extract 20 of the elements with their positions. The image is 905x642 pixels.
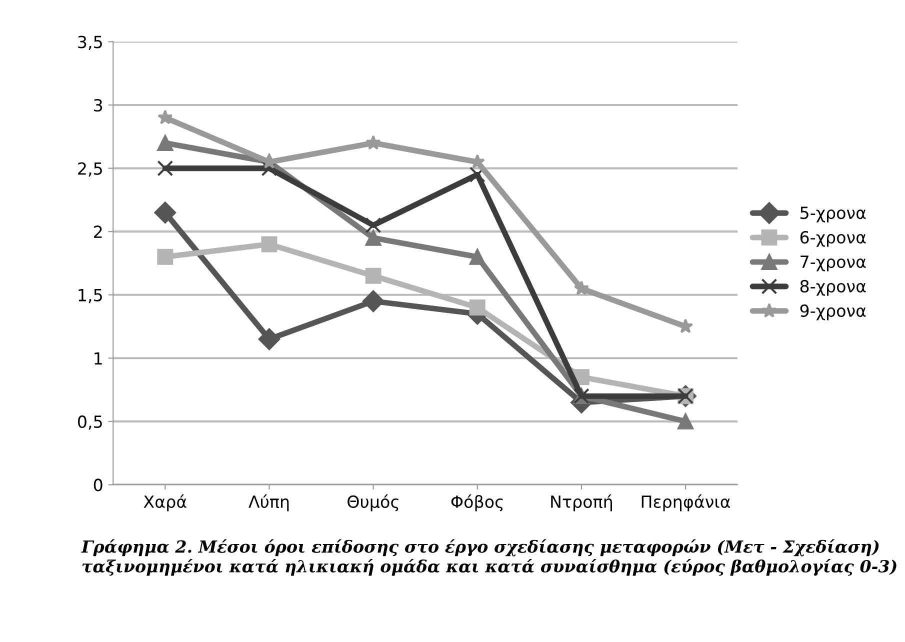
- y-tick-label: 0: [94, 478, 102, 492]
- y-tick-label: 3,5: [78, 36, 102, 50]
- x-tick-label: Χαρά: [144, 494, 186, 512]
- legend-label: 5-χρονα: [800, 206, 866, 222]
- y-tick-label: 3: [94, 98, 102, 112]
- x-tick-label: Φόβος: [451, 494, 503, 512]
- x-tick-label: Περηφάνια: [642, 494, 730, 512]
- y-tick-label: 1,5: [78, 289, 102, 304]
- legend-label: 9-χρονα: [800, 304, 866, 320]
- text: Γράφημα 2. Μέσοι όροι επίδοσης στο έργο σχεδίασης μεταφορών (Μετ - Σχεδίαση) ταξινομημένοι κατά ηλικιακή ομάδα και κατά συναίσθημα (εύρος βαθμολογίας 0-3): [81, 539, 896, 576]
- y-tick-label: 2: [94, 226, 102, 238]
- x-tick-label: Ντροπή: [551, 494, 612, 512]
- y-tick-label: 2,5: [78, 162, 102, 177]
- x-tick-label: Θυμός: [348, 494, 398, 512]
- y-tick-label: 1: [94, 352, 102, 364]
- legend-label: 7-χρονα: [800, 256, 866, 272]
- x-tick-label: Λύπη: [248, 494, 289, 512]
- legend-label: 8-χρονα: [800, 280, 866, 296]
- y-tick-label: 0,5: [78, 415, 102, 430]
- legend-label: 6-χρονα: [800, 230, 866, 247]
